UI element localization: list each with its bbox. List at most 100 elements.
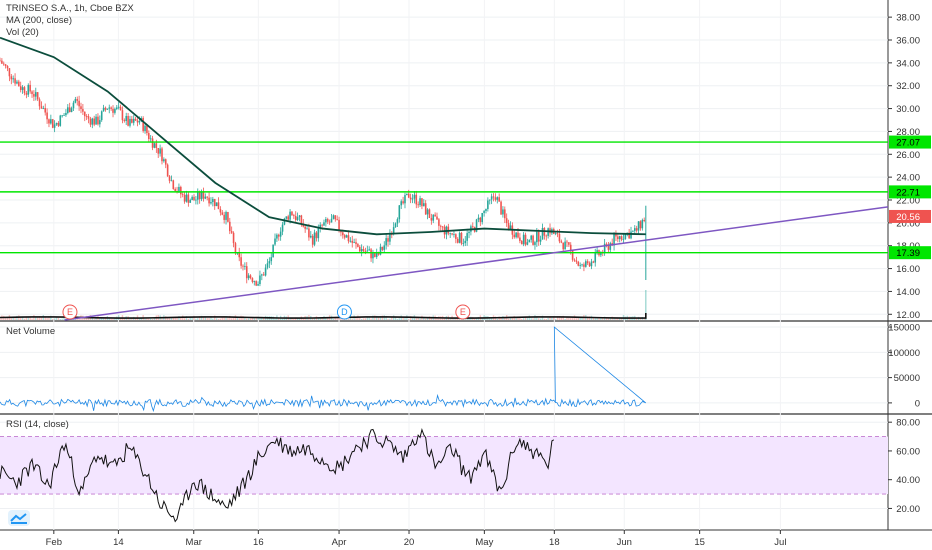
candle-body: [560, 241, 563, 243]
candle-body: [63, 115, 65, 116]
y-tick-label: 50000: [894, 373, 920, 384]
candle-body: [575, 260, 578, 262]
candle-body: [509, 225, 512, 230]
y-tick-label: 38.00: [896, 13, 920, 24]
volume-bar: [553, 316, 555, 320]
volume-bar: [27, 317, 29, 320]
candle-body: [10, 76, 13, 80]
candle-body: [100, 111, 103, 121]
volume-bar: [530, 318, 532, 320]
volume-bar: [232, 317, 235, 320]
candle-body: [328, 221, 331, 223]
volume-bar: [311, 317, 314, 320]
volume-bar: [391, 316, 393, 320]
candle-body: [238, 252, 241, 258]
candle-body: [571, 250, 574, 260]
candle-body: [87, 116, 90, 119]
candle-body: [121, 110, 124, 121]
candle-body: [115, 107, 118, 109]
volume-bar: [381, 315, 384, 320]
candle-body: [251, 278, 254, 282]
candle-body: [166, 164, 169, 177]
volume-bar: [259, 316, 261, 320]
rsi-band-fill: [0, 436, 888, 495]
candle-body: [637, 221, 640, 231]
candle-body: [285, 216, 288, 219]
candle-body: [624, 233, 627, 240]
candle-body: [76, 99, 79, 101]
candle-body: [411, 198, 414, 200]
candle-body: [57, 122, 60, 126]
volume-bar: [44, 317, 46, 320]
volume-bar: [581, 317, 583, 320]
candle-body: [515, 232, 517, 238]
candle-body: [581, 264, 583, 266]
volume-bar: [140, 318, 142, 320]
y-tick-label: 22.00: [896, 196, 920, 207]
y-tick-label: 12.00: [896, 310, 920, 321]
trend-line-segment: [64, 206, 889, 321]
candle-body: [569, 244, 572, 251]
candle-body: [68, 107, 71, 113]
candle-body: [89, 118, 92, 125]
y-tick-label: 20.00: [896, 218, 920, 229]
volume-bar: [453, 318, 455, 320]
candle-body: [402, 201, 404, 204]
candle-body: [213, 198, 216, 207]
volume-bar: [568, 317, 570, 320]
candle-body: [577, 261, 580, 266]
candle-body: [353, 242, 355, 243]
tradingview-logo-icon[interactable]: [8, 510, 30, 526]
volume-bar: [475, 318, 478, 320]
volume-bar: [35, 316, 37, 320]
candle-body: [170, 180, 173, 182]
candle-body: [27, 84, 30, 95]
candle-body: [262, 274, 265, 276]
price-tag-label: 22.71: [896, 187, 920, 198]
candle-body: [311, 235, 314, 245]
candle-body: [537, 231, 540, 242]
candle-body: [622, 239, 625, 240]
candle-body: [127, 115, 129, 126]
chart-legend: TRINSEO S.A., 1h, Cboe BZX MA (200, clos…: [6, 3, 134, 39]
candle-body: [230, 231, 233, 233]
candle-body: [536, 231, 538, 243]
trend-line: [64, 206, 889, 321]
volume-bar: [12, 317, 14, 320]
candle-body: [261, 274, 263, 276]
candle-body: [174, 189, 176, 192]
price-tag: 22.71: [889, 185, 931, 199]
candle-body: [153, 143, 156, 148]
candle-body: [31, 91, 33, 95]
candle-body: [496, 197, 499, 200]
candle-body: [330, 218, 333, 223]
candle-body: [227, 212, 229, 222]
candle-body: [42, 108, 45, 109]
candle-body: [108, 107, 111, 109]
candle-body: [36, 92, 39, 100]
candle-body: [310, 235, 312, 238]
candle-body: [291, 211, 293, 216]
candle-body: [164, 159, 167, 165]
volume-bar: [620, 318, 623, 320]
ma-legend: MA (200, close): [6, 15, 72, 26]
candle-body: [202, 191, 205, 199]
volume-bar: [539, 318, 542, 320]
y-tick-label: 28.00: [896, 127, 920, 138]
candle-body: [298, 215, 301, 218]
candle-body: [404, 195, 406, 204]
volume-bar: [38, 316, 41, 320]
volume-bar: [95, 317, 97, 320]
candle-body: [91, 118, 94, 125]
candle-body: [114, 108, 116, 113]
y-tick-label: 24.00: [896, 173, 920, 184]
volume-bar: [577, 317, 579, 320]
volume-bar: [394, 316, 397, 320]
candle-body: [163, 159, 165, 162]
event-marker-e: [455, 304, 471, 320]
volume-bar: [172, 317, 174, 320]
volume-bar: [146, 317, 148, 320]
